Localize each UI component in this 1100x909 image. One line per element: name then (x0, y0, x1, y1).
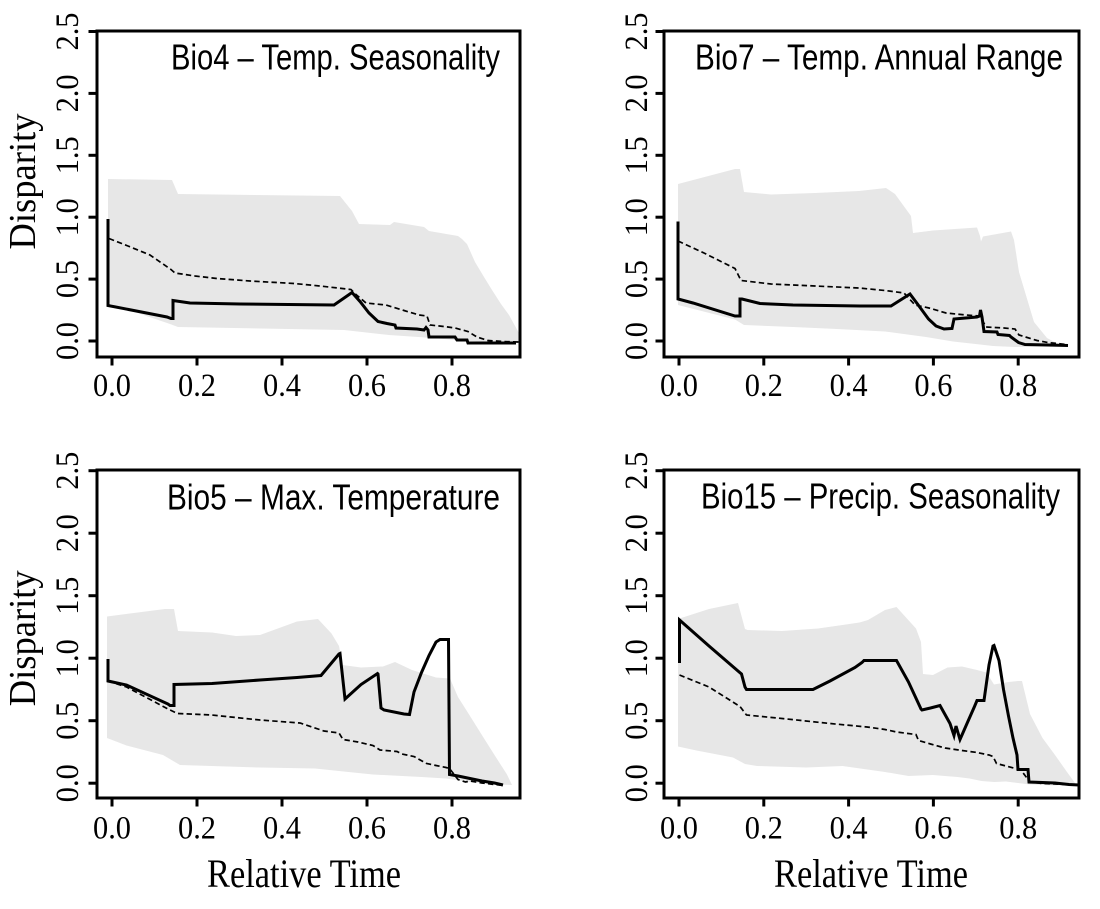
svg-text:Bio15 – Precip. Seasonality: Bio15 – Precip. Seasonality (701, 476, 1060, 517)
svg-text:0.4: 0.4 (263, 811, 301, 847)
svg-text:1.5: 1.5 (50, 136, 86, 174)
svg-text:0.6: 0.6 (348, 368, 386, 404)
svg-text:Disparity: Disparity (2, 114, 44, 250)
svg-text:2.5: 2.5 (50, 13, 86, 51)
svg-text:Bio7 – Temp. Annual Range: Bio7 – Temp. Annual Range (695, 37, 1063, 78)
svg-text:0.5: 0.5 (50, 702, 86, 740)
svg-text:1.5: 1.5 (619, 577, 655, 615)
svg-text:0.4: 0.4 (263, 368, 301, 404)
svg-text:1.5: 1.5 (50, 577, 86, 615)
svg-text:2.0: 2.0 (50, 74, 86, 112)
svg-text:0.8: 0.8 (999, 811, 1037, 847)
svg-text:0.2: 0.2 (745, 811, 783, 847)
svg-text:0.0: 0.0 (50, 764, 86, 802)
svg-text:1.0: 1.0 (50, 639, 86, 677)
svg-text:Bio4 – Temp. Seasonality: Bio4 – Temp. Seasonality (171, 37, 500, 78)
svg-text:0.0: 0.0 (50, 322, 86, 360)
svg-text:2.5: 2.5 (619, 452, 655, 490)
svg-text:0.0: 0.0 (660, 811, 698, 847)
svg-text:1.0: 1.0 (619, 198, 655, 236)
svg-text:0.2: 0.2 (745, 368, 783, 404)
svg-text:0.5: 0.5 (619, 260, 655, 298)
svg-text:0.2: 0.2 (178, 811, 216, 847)
svg-text:0.6: 0.6 (914, 368, 952, 404)
svg-text:1.0: 1.0 (619, 639, 655, 677)
svg-text:Disparity: Disparity (2, 570, 44, 706)
svg-text:0.4: 0.4 (830, 811, 868, 847)
svg-text:0.6: 0.6 (914, 811, 952, 847)
svg-text:0.5: 0.5 (50, 260, 86, 298)
svg-text:0.4: 0.4 (830, 368, 868, 404)
svg-text:0.6: 0.6 (348, 811, 386, 847)
svg-text:2.5: 2.5 (619, 13, 655, 51)
svg-text:0.0: 0.0 (660, 368, 698, 404)
svg-text:Relative Time: Relative Time (774, 851, 968, 896)
svg-text:2.0: 2.0 (619, 514, 655, 552)
svg-text:1.0: 1.0 (50, 198, 86, 236)
svg-text:0.0: 0.0 (93, 811, 131, 847)
svg-text:0.0: 0.0 (619, 764, 655, 802)
svg-text:0.8: 0.8 (433, 811, 471, 847)
svg-text:0.8: 0.8 (999, 368, 1037, 404)
svg-text:0.0: 0.0 (93, 368, 131, 404)
svg-text:0.8: 0.8 (433, 368, 471, 404)
svg-text:0.5: 0.5 (619, 702, 655, 740)
svg-text:2.0: 2.0 (50, 514, 86, 552)
svg-text:2.5: 2.5 (50, 452, 86, 490)
svg-text:0.2: 0.2 (178, 368, 216, 404)
svg-text:0.0: 0.0 (619, 322, 655, 360)
svg-text:1.5: 1.5 (619, 136, 655, 174)
svg-text:Relative Time: Relative Time (207, 851, 401, 896)
svg-text:Bio5 – Max. Temperature: Bio5 – Max. Temperature (167, 477, 500, 518)
svg-text:2.0: 2.0 (619, 74, 655, 112)
